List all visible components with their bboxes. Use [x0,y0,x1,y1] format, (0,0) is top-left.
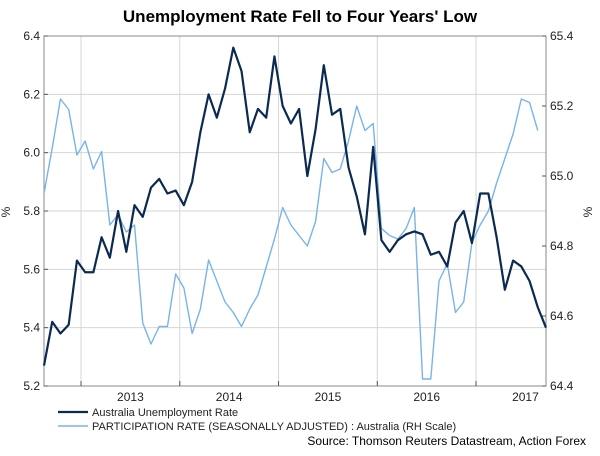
y-axis-left-label: % [0,206,13,217]
y-right-tick-label: 64.6 [550,309,574,323]
series-participation-rate [44,99,538,379]
series [44,48,546,379]
y-axis-right-label: % [581,206,595,217]
line-unemployment-rate [44,48,546,366]
x-tick-label: 2013 [117,390,144,404]
legend-label-unemployment: Australia Unemployment Rate [92,407,238,419]
x-tick-label: 2017 [512,390,539,404]
axes: 5.2 5.4 5.6 5.8 6.0 6.2 6.4 64.4 64.6 64.8 65.0 65.… [23,29,573,404]
y-right-tick-label: 65.4 [550,29,574,43]
y-right-tick-label: 65.2 [550,99,574,113]
series-unemployment-rate [44,48,546,366]
gridlines [44,36,546,386]
y-left-tick-label: 6.4 [23,29,40,43]
line-participation-rate [44,99,538,379]
y-left-tick-label: 5.8 [23,204,40,218]
y-right-tick-label: 65.0 [550,169,574,183]
source-note: Source: Thomson Reuters Datastream, Acti… [307,434,586,448]
x-tick-label: 2016 [413,390,440,404]
legend: Australia Unemployment Rate PARTICIPATIO… [58,407,456,433]
x-tick-label: 2015 [315,390,342,404]
y-left-tick-label: 5.6 [23,262,40,276]
y-left-tick-label: 6.2 [23,87,40,101]
y-left-tick-label: 5.2 [23,379,40,393]
y-right-tick-label: 64.8 [550,239,574,253]
legend-label-participation: PARTICIPATION RATE (SEASONALLY ADJUSTED)… [92,421,456,433]
chart-title: Unemployment Rate Fell to Four Years' Lo… [123,7,478,26]
y-right-tick-label: 64.4 [550,379,574,393]
x-tick-label: 2014 [216,390,243,404]
y-left-tick-label: 5.4 [23,321,40,335]
y-left-tick-label: 6.0 [23,146,40,160]
